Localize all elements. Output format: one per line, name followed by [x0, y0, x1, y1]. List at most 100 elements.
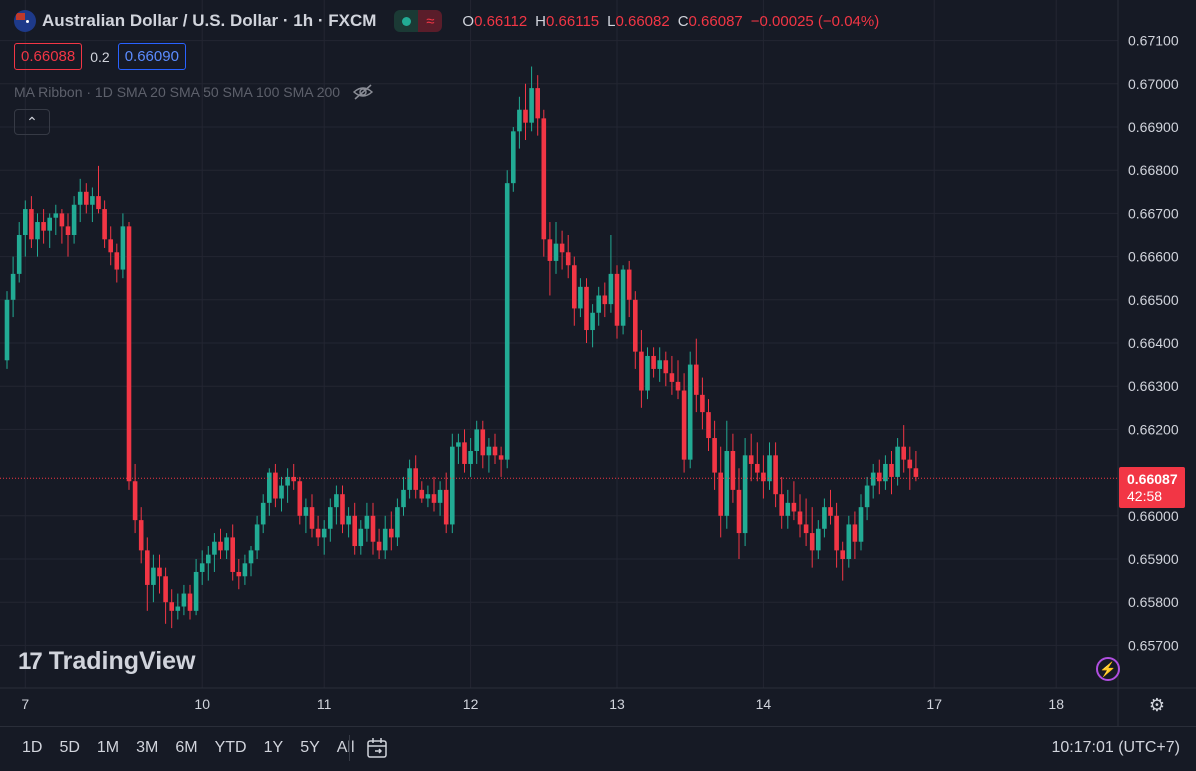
candle-body — [132, 481, 138, 521]
candle-body — [126, 226, 132, 482]
candle-body — [297, 481, 303, 516]
low-label: L — [607, 12, 616, 30]
candle-body — [254, 524, 260, 551]
candle-body — [456, 442, 461, 447]
candle-body — [285, 476, 290, 486]
candle-body — [352, 515, 357, 547]
y-tick-label: 0.66700 — [1128, 205, 1179, 221]
candle-body — [206, 554, 211, 564]
candle-body — [785, 502, 791, 516]
candle-body — [724, 451, 730, 516]
chevron-up-icon: ⌃ — [26, 113, 38, 130]
candle-body — [59, 213, 65, 227]
candle-body — [175, 606, 181, 611]
tradingview-watermark: 17 TradingView — [18, 647, 196, 676]
candle-body — [212, 541, 217, 555]
open-label: O — [462, 12, 475, 30]
candle-body — [840, 550, 845, 559]
eye-slash-icon[interactable] — [352, 84, 374, 100]
candle-body — [407, 468, 412, 490]
candle-body — [47, 217, 52, 231]
candle-body — [687, 364, 693, 460]
candle-body — [742, 455, 748, 534]
candle-body — [602, 295, 608, 305]
candlestick-chart[interactable]: 0.67100 0.67000 0.66900 0.66800 0.66700 0.666… — [0, 0, 1196, 726]
candle-body — [547, 239, 553, 261]
calendar-range-icon[interactable] — [365, 735, 391, 761]
candle-body — [877, 472, 882, 482]
candle-body — [65, 226, 71, 235]
x-tick-label: 18 — [1048, 696, 1064, 712]
candle-body — [663, 360, 669, 374]
candle-body — [633, 299, 638, 352]
candle-body — [639, 351, 644, 391]
period-all[interactable]: All — [336, 739, 355, 756]
buy-button[interactable]: 0.66090 — [117, 43, 186, 70]
candle-body — [450, 446, 455, 525]
candle-body — [913, 468, 919, 477]
candle-body — [748, 455, 754, 464]
candle-body — [852, 524, 858, 542]
tradingview-logo-icon: 17 — [18, 647, 43, 675]
collapse-legend-button[interactable]: ⌃ — [14, 109, 50, 135]
candle-body — [901, 446, 906, 460]
candle-body — [675, 381, 681, 391]
x-tick-label: 11 — [317, 696, 332, 712]
y-tick-label: 0.65700 — [1128, 637, 1179, 653]
aud-usd-flag-icon — [14, 10, 36, 32]
candle-body — [700, 394, 705, 413]
period-5y[interactable]: 5Y — [300, 739, 320, 756]
session-clock[interactable]: 10:17:01 (UTC+7) — [1051, 739, 1180, 756]
candle-body — [401, 489, 406, 508]
candle-body — [907, 459, 913, 469]
y-tick-label: 0.66200 — [1128, 421, 1179, 437]
candle-body — [303, 507, 309, 516]
y-tick-label: 0.66800 — [1128, 162, 1179, 178]
candle-body — [108, 239, 113, 253]
y-tick-label: 0.66400 — [1128, 335, 1179, 351]
open-value: 0.66112 — [474, 12, 528, 30]
y-tick-label: 0.66500 — [1128, 292, 1179, 308]
candle-body — [712, 438, 717, 473]
candle-body — [791, 502, 797, 512]
symbol-title[interactable]: Australian Dollar / U.S. Dollar · 1h · F… — [42, 11, 377, 30]
candle-body — [437, 489, 443, 503]
x-tick-label: 10 — [194, 696, 210, 712]
candle-body — [248, 550, 254, 564]
candle-body — [53, 213, 59, 218]
candle-body — [242, 563, 248, 577]
lightning-icon[interactable]: ⚡ — [1096, 657, 1120, 681]
period-5d[interactable]: 5D — [59, 739, 80, 756]
candle-body — [565, 252, 571, 266]
gear-icon[interactable]: ⚙ — [1148, 694, 1166, 715]
indicator-legend[interactable]: MA Ribbon · 1D SMA 20 SMA 50 SMA 100 SMA… — [14, 84, 374, 100]
candle-body — [895, 446, 900, 477]
period-1m[interactable]: 1M — [96, 739, 120, 756]
candle-body — [584, 286, 589, 331]
x-tick-label: 14 — [756, 696, 772, 712]
candle-body — [498, 455, 504, 460]
candle-body — [334, 494, 339, 508]
candle-body — [187, 593, 193, 611]
period-ytd[interactable]: YTD — [214, 739, 247, 756]
candle-body — [315, 528, 321, 538]
watermark-text: TradingView — [48, 647, 196, 675]
candle-body — [395, 507, 400, 538]
candle-body — [468, 451, 473, 464]
sell-button[interactable]: 0.66088 — [14, 43, 83, 70]
candle-body — [480, 429, 486, 456]
candle-body — [199, 563, 205, 572]
candle-body — [77, 191, 83, 205]
period-6m[interactable]: 6M — [175, 739, 198, 756]
period-3m[interactable]: 3M — [136, 739, 159, 756]
candle-body — [730, 451, 736, 490]
candle-body — [413, 468, 418, 490]
candle-body — [523, 109, 528, 123]
period-1d[interactable]: 1D — [22, 739, 43, 756]
y-tick-label: 0.66900 — [1128, 119, 1179, 135]
market-status-toggle[interactable]: ≈ — [394, 10, 443, 32]
candle-body — [590, 312, 595, 331]
candle-body — [16, 235, 22, 274]
period-1y[interactable]: 1Y — [263, 739, 284, 756]
candle-body — [535, 88, 540, 119]
